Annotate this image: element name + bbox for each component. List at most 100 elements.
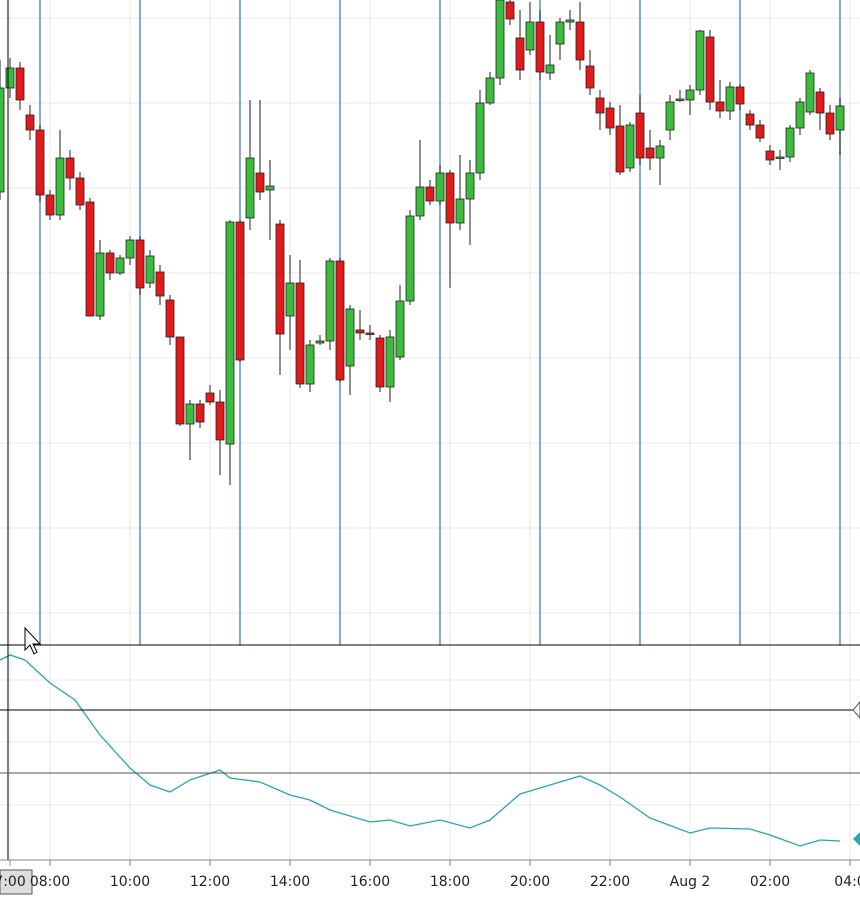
candle-body xyxy=(445,172,455,224)
candle-body xyxy=(45,194,55,216)
candle-body xyxy=(465,172,475,200)
candle-body xyxy=(775,156,785,159)
candle-body xyxy=(795,101,805,129)
candle-body xyxy=(475,102,485,174)
candle-body xyxy=(635,112,645,159)
cursor-time-box xyxy=(0,869,33,895)
candle-body xyxy=(135,239,145,289)
candle-body xyxy=(765,150,775,161)
candle-body xyxy=(265,185,275,191)
candle-body xyxy=(745,113,755,126)
x-tick-label: 18:00 xyxy=(430,874,470,890)
candle-body xyxy=(665,101,675,131)
candle-body xyxy=(295,282,305,385)
candle-body xyxy=(345,308,355,367)
candle-body xyxy=(695,30,705,91)
x-tick-label: 08:00 xyxy=(30,874,70,890)
x-tick-label: 20:00 xyxy=(510,874,550,890)
x-tick-label: 22:00 xyxy=(590,874,630,890)
candle-body xyxy=(535,21,545,73)
candle-body xyxy=(675,98,685,101)
candle-body xyxy=(15,67,25,101)
candle-body xyxy=(405,215,415,302)
mouse-cursor xyxy=(24,626,42,655)
candle-body xyxy=(335,260,345,381)
candle-body xyxy=(315,340,325,344)
candle-body xyxy=(215,401,225,441)
candle-body xyxy=(55,157,65,216)
candle-body xyxy=(95,252,105,317)
candle-body xyxy=(835,105,845,131)
frame xyxy=(0,0,860,861)
candle-body xyxy=(825,112,835,135)
candle-body xyxy=(645,147,655,159)
candle-body xyxy=(365,332,375,335)
candle-body xyxy=(105,252,115,274)
x-tick-label: 04:0 xyxy=(834,874,860,890)
x-tick-label: 7:00 xyxy=(0,874,26,890)
candle-body xyxy=(715,101,725,112)
marks xyxy=(0,0,845,847)
x-tick-label: 02:00 xyxy=(750,874,790,890)
candle-body xyxy=(575,21,585,61)
candle-body xyxy=(525,21,535,51)
candle-body xyxy=(355,329,365,334)
candle-body xyxy=(165,299,175,338)
x-tick-label: 10:00 xyxy=(110,874,150,890)
candle-body xyxy=(655,145,665,159)
candle-body xyxy=(785,127,795,158)
candle-body xyxy=(25,114,35,131)
candle-body xyxy=(515,37,525,71)
candle-body xyxy=(555,21,565,45)
candle-body xyxy=(435,172,445,202)
candle-body xyxy=(705,36,715,103)
candle-body xyxy=(255,172,265,193)
candle-body xyxy=(415,186,425,217)
candle-body xyxy=(5,67,15,89)
x-tick-label: Aug 2 xyxy=(670,874,711,890)
candle-body xyxy=(75,177,85,206)
candle-body xyxy=(395,300,405,358)
candle-body xyxy=(325,260,335,342)
candle-body xyxy=(595,97,605,114)
candle-body xyxy=(85,201,95,317)
candle-body xyxy=(485,77,495,104)
candle-body xyxy=(505,1,515,20)
candle-body xyxy=(235,221,245,361)
candle-body xyxy=(755,124,765,139)
candle-body xyxy=(175,336,185,425)
candle-body xyxy=(545,64,555,74)
candle-body xyxy=(115,257,125,274)
candle-body xyxy=(185,403,195,425)
candle-body xyxy=(155,271,165,297)
candle-body xyxy=(125,239,135,259)
axis-marker xyxy=(853,832,860,846)
candle-body xyxy=(35,129,45,196)
candle-body xyxy=(425,186,435,202)
x-tick-label: 16:00 xyxy=(350,874,390,890)
candle-body xyxy=(275,223,285,335)
x-tick-label: 14:00 xyxy=(270,874,310,890)
candle-body xyxy=(245,157,255,219)
x-tick-label: 12:00 xyxy=(190,874,230,890)
candle-body xyxy=(205,392,215,403)
candle-body xyxy=(685,89,695,101)
candle-body xyxy=(0,87,5,193)
indicator-line xyxy=(0,654,841,847)
axis-marker xyxy=(852,701,860,719)
candle-body xyxy=(625,124,635,169)
candle-body xyxy=(495,0,505,79)
candle-body xyxy=(145,255,155,284)
candle-body xyxy=(605,107,615,129)
candle-body xyxy=(65,157,75,179)
candle-body xyxy=(455,198,465,224)
candle-body xyxy=(225,221,235,445)
candle-body xyxy=(615,125,625,173)
candle-body xyxy=(815,91,825,114)
candle-body xyxy=(565,19,575,23)
candle-body xyxy=(805,72,815,113)
grid xyxy=(9,0,851,860)
